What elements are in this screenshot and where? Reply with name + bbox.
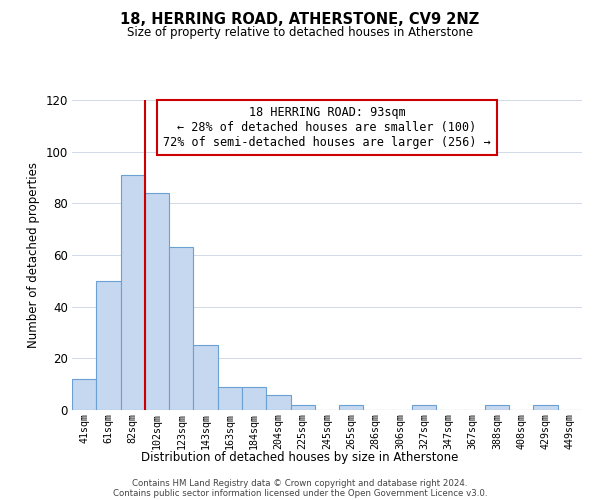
Text: Size of property relative to detached houses in Atherstone: Size of property relative to detached ho… — [127, 26, 473, 39]
Bar — [485, 405, 509, 410]
Bar — [266, 394, 290, 410]
Text: 18, HERRING ROAD, ATHERSTONE, CV9 2NZ: 18, HERRING ROAD, ATHERSTONE, CV9 2NZ — [121, 12, 479, 26]
Text: Contains HM Land Registry data © Crown copyright and database right 2024.: Contains HM Land Registry data © Crown c… — [132, 480, 468, 488]
Y-axis label: Number of detached properties: Number of detached properties — [27, 162, 40, 348]
Bar — [218, 387, 242, 410]
Bar — [339, 405, 364, 410]
Bar — [169, 247, 193, 410]
Bar — [242, 387, 266, 410]
Bar — [96, 281, 121, 410]
Bar — [193, 346, 218, 410]
Bar — [533, 405, 558, 410]
Text: Distribution of detached houses by size in Atherstone: Distribution of detached houses by size … — [142, 451, 458, 464]
Bar — [121, 175, 145, 410]
Text: Contains public sector information licensed under the Open Government Licence v3: Contains public sector information licen… — [113, 490, 487, 498]
Bar — [290, 405, 315, 410]
Text: 18 HERRING ROAD: 93sqm
← 28% of detached houses are smaller (100)
72% of semi-de: 18 HERRING ROAD: 93sqm ← 28% of detached… — [163, 106, 491, 149]
Bar — [145, 193, 169, 410]
Bar — [72, 379, 96, 410]
Bar — [412, 405, 436, 410]
